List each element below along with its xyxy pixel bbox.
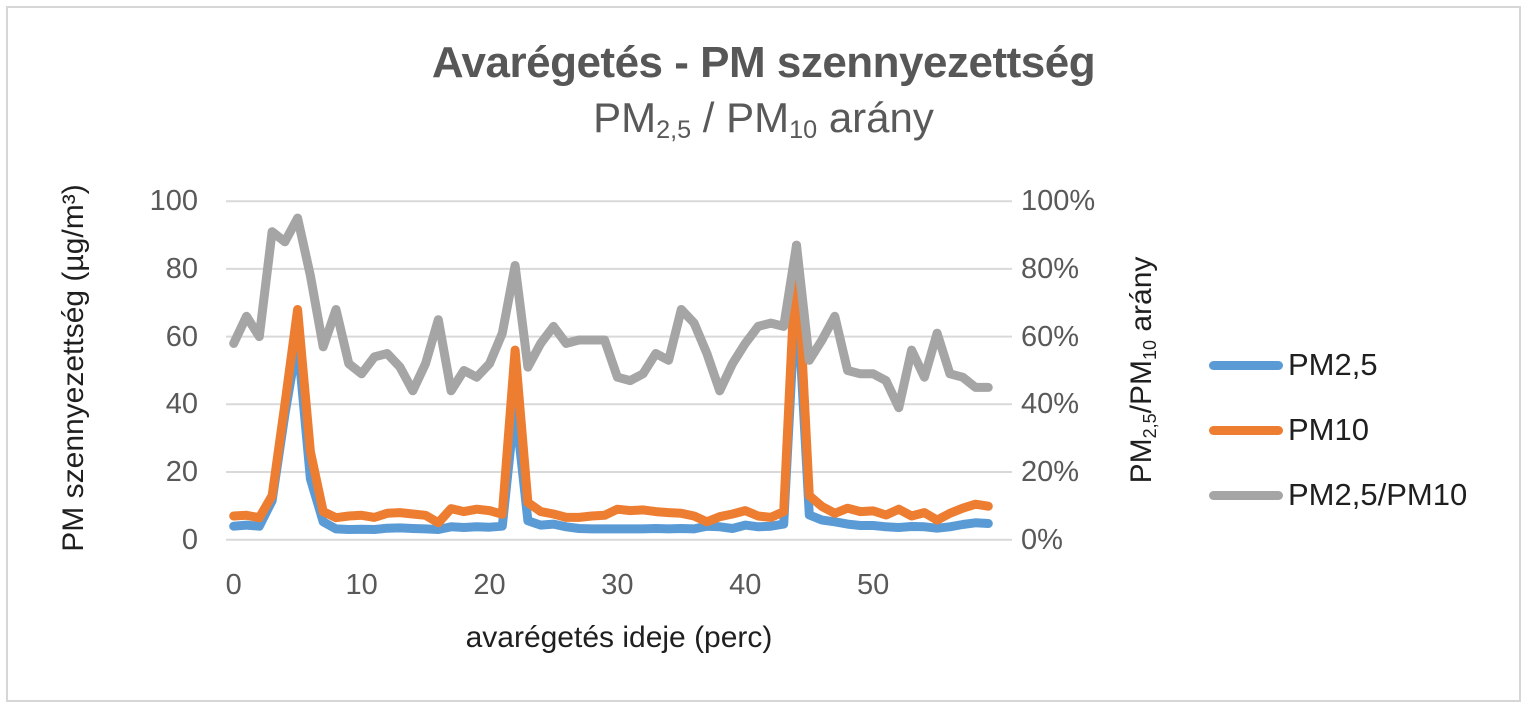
x-tick-label: 40 <box>729 569 762 601</box>
y-right-tick-label: 20% <box>1021 456 1080 488</box>
y-left-tick-label: 80 <box>165 252 198 285</box>
legend-label-ratio: PM2,5/PM10 <box>1288 477 1468 512</box>
x-axis-title: avarégetés ideje (perc) <box>465 621 773 654</box>
y-right-tick-label: 80% <box>1021 252 1080 285</box>
chart-border <box>6 6 1521 702</box>
y-left-tick-label: 40 <box>165 388 198 421</box>
legend-label-pm25: PM2,5 <box>1288 347 1378 382</box>
chart-subtitle: PM2,5 / PM10 arány <box>0 94 1527 145</box>
subtitle-text: / PM <box>691 94 790 141</box>
series-line-pm25pm10 <box>229 213 993 413</box>
left-axis-title: PM szennyezettség (µg/m³) <box>57 184 90 552</box>
right-axis-title: PM2,5/PM10 arány <box>1125 256 1160 484</box>
pm25-line-swatch <box>1209 360 1283 370</box>
legend-item-pm10: PM10 <box>1209 414 1369 446</box>
y-right-tick-label: 0% <box>1021 523 1063 556</box>
legend-item-pm25: PM2,5 <box>1209 349 1378 381</box>
subtitle-text: PM <box>593 94 657 141</box>
ratio-line-swatch <box>1209 490 1283 500</box>
x-tick-label: 20 <box>473 569 506 601</box>
legend-item-ratio: PM2,5/PM10 <box>1209 479 1467 511</box>
y-left-tick-label: 0 <box>181 523 198 556</box>
y-right-tick-label: 60% <box>1021 320 1080 353</box>
y-left-tick-label: 60 <box>165 320 198 353</box>
x-tick-label: 10 <box>345 569 378 601</box>
pm10-line-swatch <box>1209 425 1283 435</box>
chart-title: Avarégetés - PM szennyezettség <box>431 38 1096 87</box>
y-right-tick-label: 100% <box>1021 185 1096 218</box>
series-line-pm25 <box>229 277 993 534</box>
subtitle-text: arány <box>817 94 934 141</box>
x-tick-label: 50 <box>857 569 890 601</box>
subtitle-subscript: 10 <box>789 116 818 145</box>
x-tick-label: 0 <box>225 569 242 601</box>
legend-label-pm10: PM10 <box>1288 412 1369 447</box>
subtitle-subscript: 2,5 <box>656 116 692 145</box>
y-left-tick-label: 100 <box>149 185 198 218</box>
y-right-tick-label: 40% <box>1021 388 1080 421</box>
x-tick-label: 30 <box>601 569 634 601</box>
y-left-tick-label: 20 <box>165 456 198 488</box>
series-line-pm10 <box>229 240 993 528</box>
